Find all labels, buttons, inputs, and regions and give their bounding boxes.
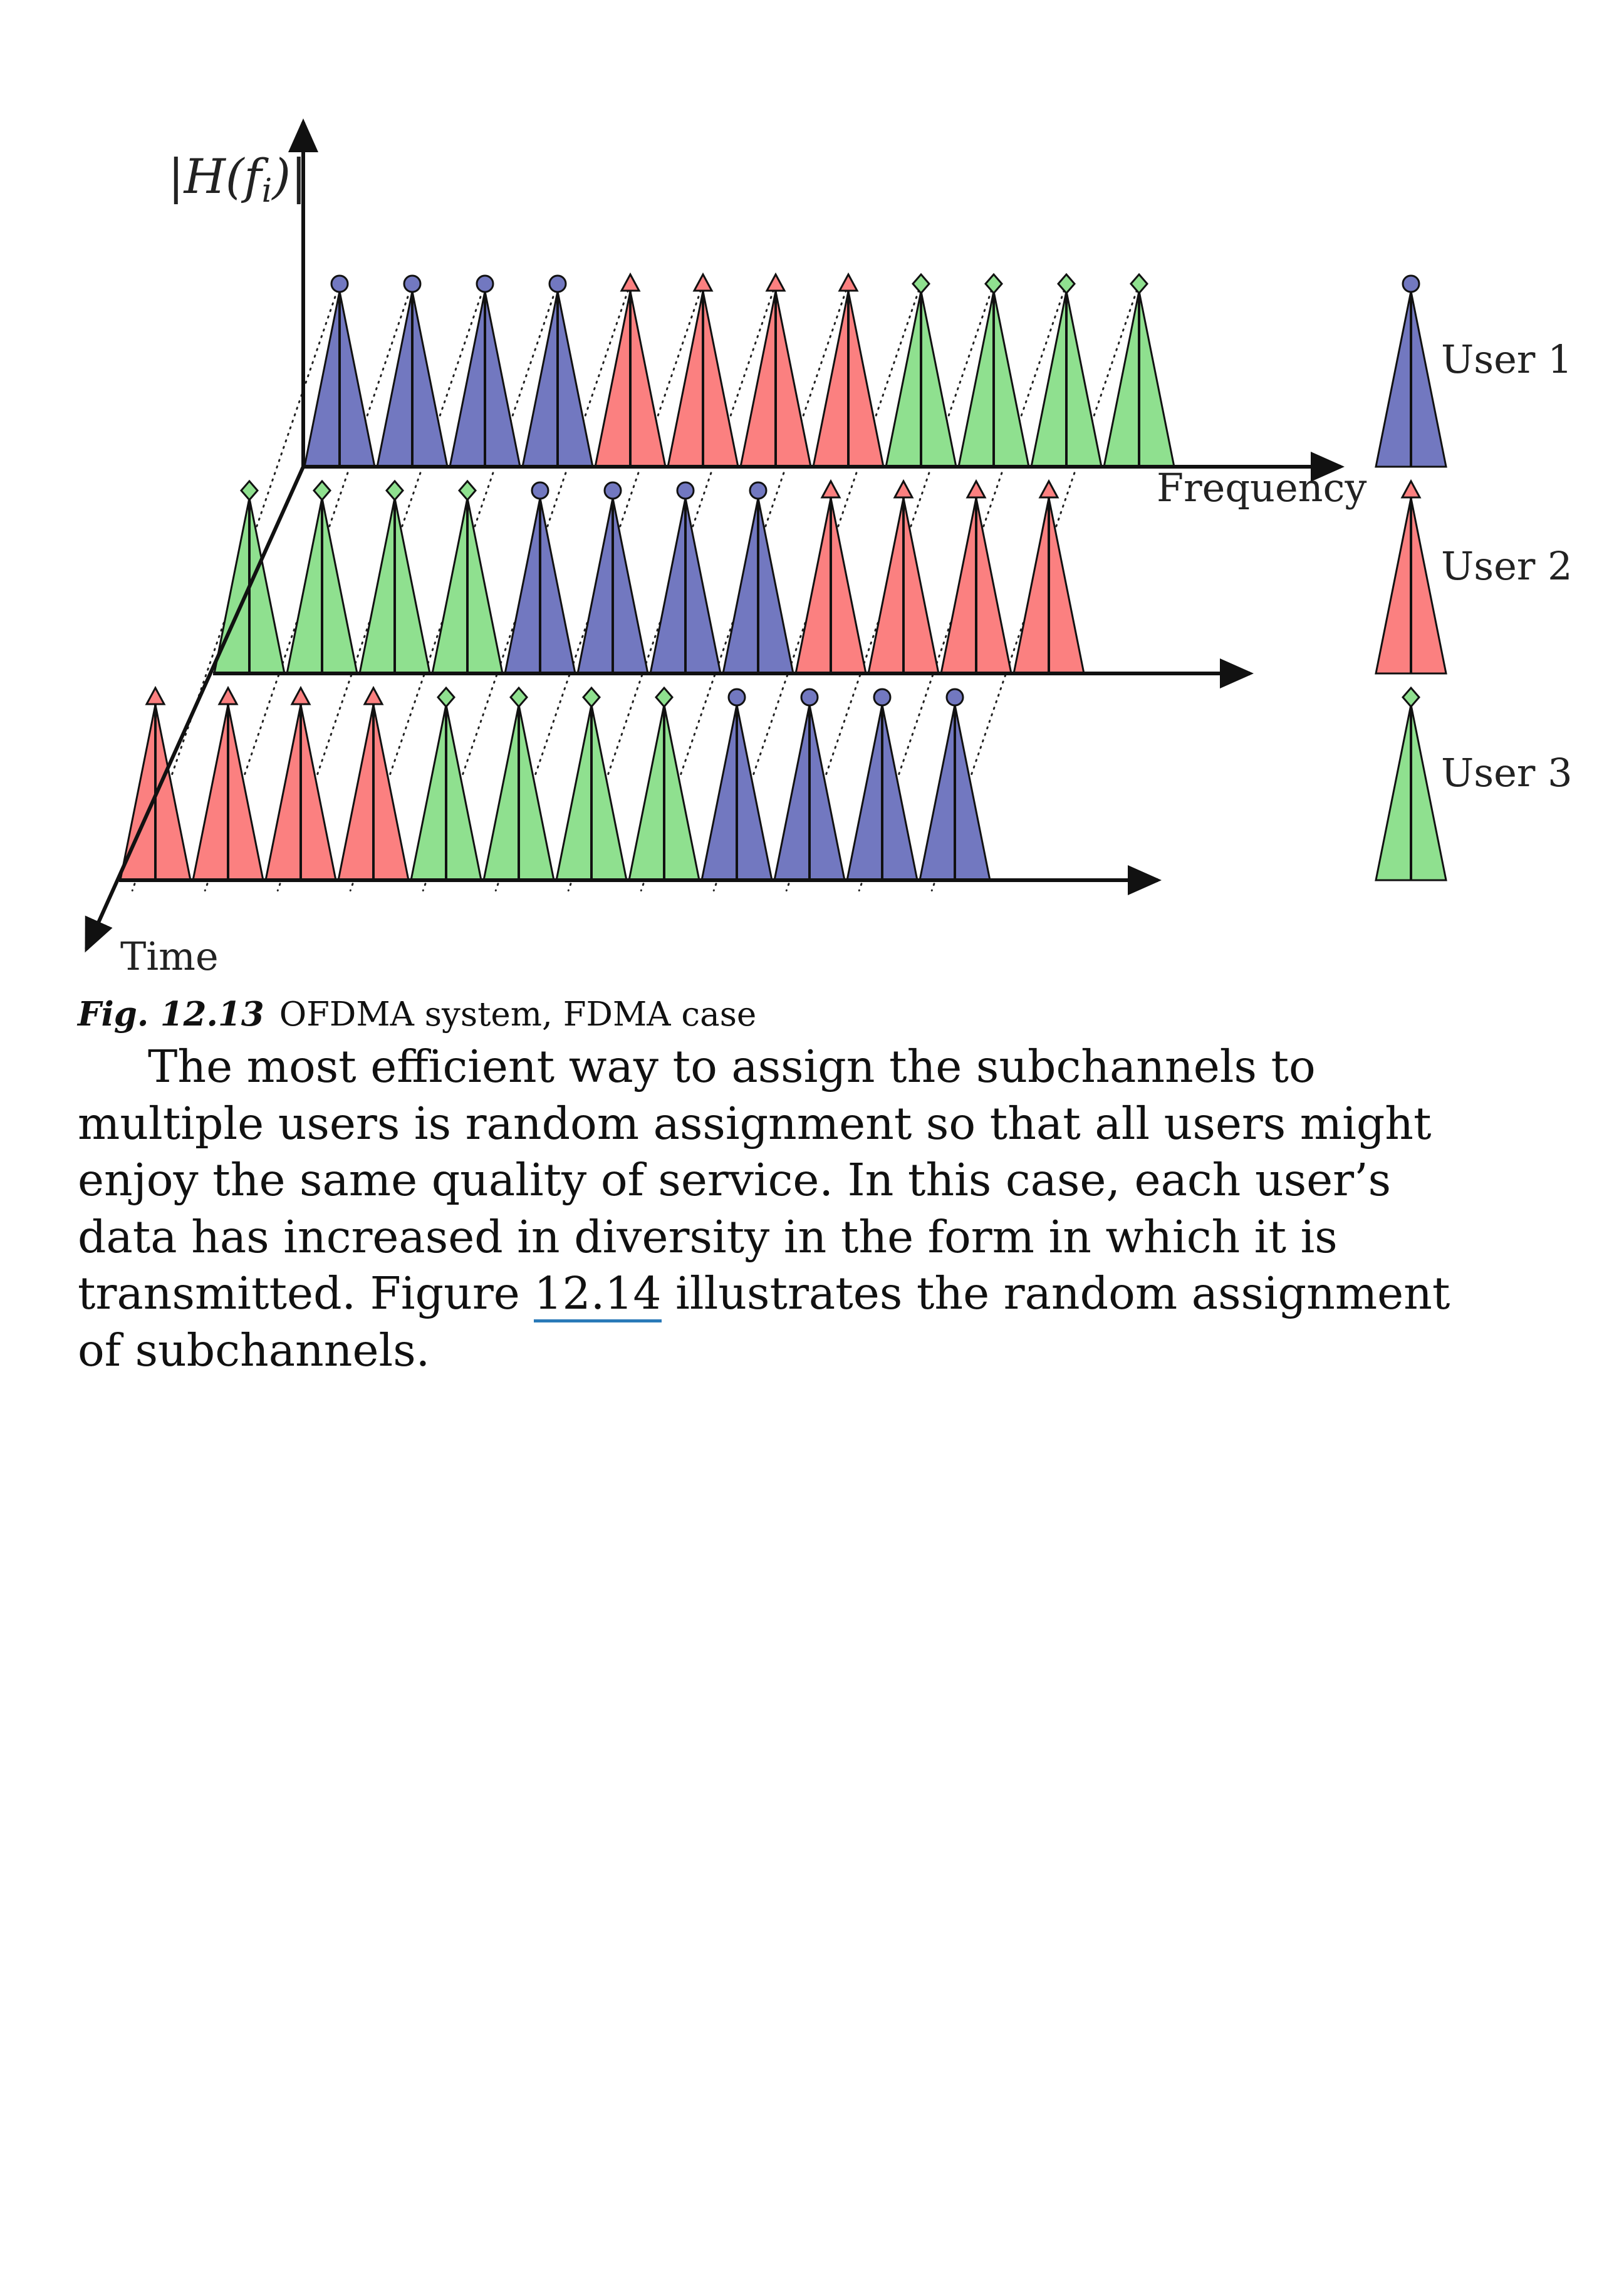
subcarrier-row-2 <box>213 479 1085 675</box>
row-3-subcarrier-1-marker <box>145 685 166 705</box>
row-3-subcarrier-8-marker <box>655 686 674 709</box>
x-axis-label: Frequency <box>1157 465 1366 511</box>
row-3-subcarrier-12-marker <box>945 688 964 707</box>
row-2-subcarrier-12-marker <box>1038 479 1059 499</box>
figure-number: Fig. 12.13 <box>78 995 264 1034</box>
legend-label-user-2: User 2 <box>1441 543 1573 589</box>
subcarrier-row-1 <box>303 272 1175 468</box>
time-axis-label: Time <box>120 933 219 979</box>
row-2-subcarrier-11-marker <box>966 479 987 499</box>
row-3-subcarrier-10-marker <box>800 688 819 707</box>
row-2-subcarrier-7-marker <box>676 481 695 500</box>
legend-user-3-marker <box>1402 686 1420 709</box>
row-1-subcarrier-7-marker <box>765 272 786 292</box>
row-1-subcarrier-3-marker <box>476 274 494 293</box>
row-2-subcarrier-2-marker <box>313 479 331 502</box>
paragraph-line-3: enjoy the same quality of service. In th… <box>78 1154 1392 1206</box>
paragraph-line-6: of subchannels. <box>78 1324 430 1376</box>
row-2-subcarrier-8-marker <box>749 481 768 500</box>
paragraph-line-5-end: illustrates the random assignment <box>661 1267 1450 1319</box>
row-1-subcarrier-2-marker <box>403 274 422 293</box>
y-axis-label: |H(fi)| <box>168 148 307 210</box>
row-2-subcarrier-5-marker <box>531 481 549 500</box>
row-3-subcarrier-7-marker <box>582 686 601 709</box>
row-3-subcarrier-5-marker <box>437 686 455 709</box>
row-1-subcarrier-11-marker <box>1057 273 1076 295</box>
row-1-subcarrier-12-marker <box>1130 273 1148 295</box>
row-3-subcarrier-3-marker <box>290 685 311 705</box>
legend-label-user-3: User 3 <box>1441 750 1573 796</box>
legend-user-1-marker <box>1402 274 1420 293</box>
legend-item-user-3: User 3 <box>1375 686 1573 881</box>
body-paragraph: The most efficient way to assign the sub… <box>78 1039 1569 1379</box>
row-1-subcarrier-6-marker <box>692 272 714 292</box>
row-2-subcarrier-10-marker <box>893 479 914 499</box>
row-3-subcarrier-4-marker <box>363 685 384 705</box>
row-1-subcarrier-9-marker <box>912 273 930 295</box>
row-2-subcarrier-4-marker <box>458 479 477 502</box>
row-3-subcarrier-6-marker <box>509 686 528 709</box>
row-1-subcarrier-4-marker <box>548 274 567 293</box>
row-3-subcarrier-2-marker <box>217 685 239 705</box>
paragraph-line-1: The most efficient way to assign the sub… <box>148 1041 1316 1093</box>
subcarrier-rows <box>119 272 1175 881</box>
paragraph-line-5-start: transmitted. Figure <box>78 1267 534 1319</box>
row-2-subcarrier-3-marker <box>385 479 404 502</box>
row-1-subcarrier-8-marker <box>838 272 859 292</box>
figure-caption-text: OFDMA system, FDMA case <box>279 995 757 1034</box>
figure-12-14-link[interactable]: 12.14 <box>534 1267 662 1322</box>
time-axis <box>85 465 305 953</box>
paragraph-line-4: data has increased in diversity in the f… <box>78 1210 1338 1263</box>
axes <box>85 118 1345 953</box>
legend: User 1 User 2 User 3 <box>1375 274 1573 881</box>
row-1-subcarrier-5-marker <box>620 272 641 292</box>
row-3-subcarrier-9-marker <box>727 688 746 707</box>
legend-item-user-1: User 1 <box>1375 274 1573 468</box>
row-2-subcarrier-1-marker <box>240 479 259 502</box>
subcarrier-row-3 <box>119 685 991 881</box>
row-1-subcarrier-10-marker <box>984 273 1003 295</box>
legend-label-user-1: User 1 <box>1441 336 1573 382</box>
row-2-subcarrier-9-marker <box>820 479 841 499</box>
paragraph-line-2: multiple users is random assignment so t… <box>78 1097 1432 1150</box>
legend-user-2-marker <box>1400 479 1422 499</box>
row-3-subcarrier-11-marker <box>873 688 892 707</box>
figure-caption: Fig. 12.13 OFDMA system, FDMA case <box>78 995 1569 1034</box>
row-2-subcarrier-6-marker <box>603 481 622 500</box>
legend-item-user-2: User 2 <box>1375 479 1573 675</box>
row-1-subcarrier-1-marker <box>330 274 349 293</box>
